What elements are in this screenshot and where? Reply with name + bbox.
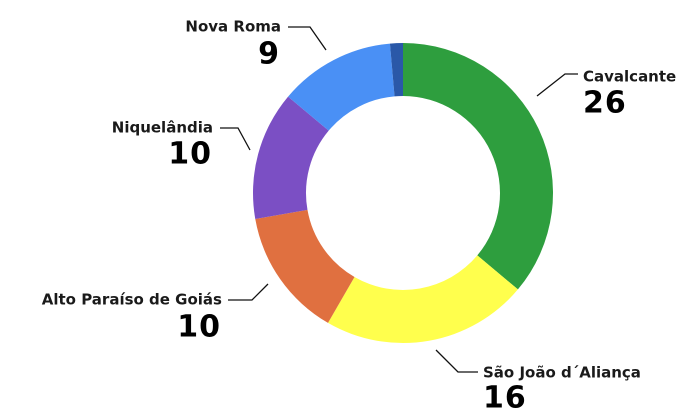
donut-slice (328, 255, 518, 344)
slice-label: Nova Roma (185, 18, 281, 36)
slice-value: 26 (583, 86, 627, 121)
slice-label: Niquelândia (112, 119, 213, 137)
leader-line (435, 349, 478, 373)
slice-value: 10 (168, 137, 212, 172)
slice-value: 9 (258, 37, 280, 72)
leader-line (228, 283, 269, 301)
slice-value: 16 (483, 381, 527, 410)
slice-label: São João d´Aliança (483, 364, 641, 382)
leader-line (288, 26, 327, 51)
slice-label: Cavalcante (583, 68, 676, 86)
donut-slice (403, 43, 554, 290)
slice-value: 10 (177, 310, 221, 345)
leader-line (220, 127, 251, 151)
slice-label: Alto Paraíso de Goiás (42, 291, 222, 309)
donut-slice (288, 43, 395, 131)
donut-slice (253, 96, 329, 220)
donut-slice (255, 209, 355, 323)
donut-slice (389, 43, 403, 97)
leader-line (536, 73, 578, 97)
